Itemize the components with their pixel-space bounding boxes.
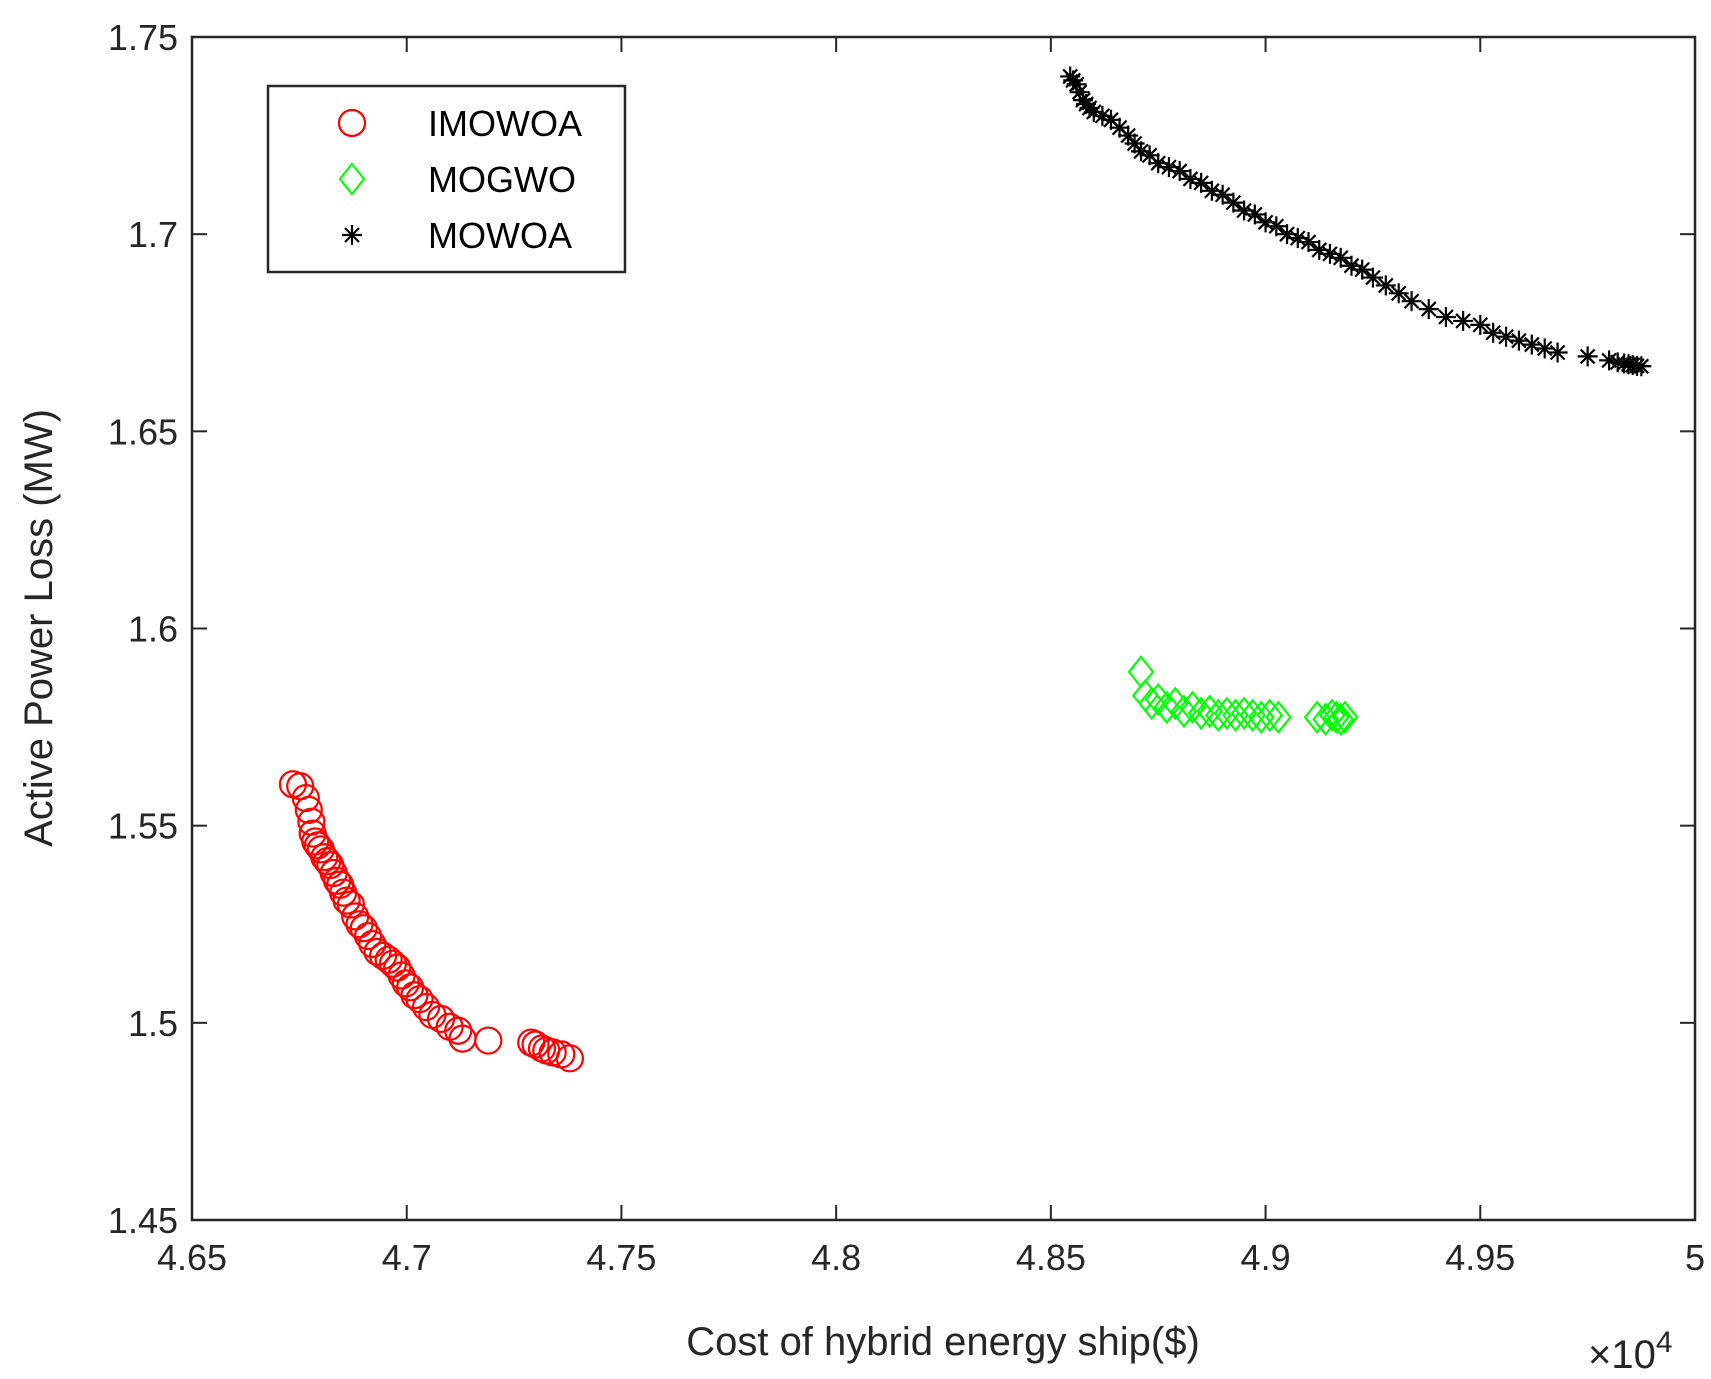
data-point bbox=[1256, 698, 1284, 733]
x-tick-label: 4.9 bbox=[1241, 1237, 1291, 1278]
data-point bbox=[332, 886, 361, 915]
y-tick-label: 1.6 bbox=[128, 609, 178, 650]
data-point bbox=[368, 941, 398, 970]
y-tick-label: 1.7 bbox=[128, 214, 178, 255]
x-exponent-label: ×104 bbox=[1588, 1326, 1673, 1377]
data-point bbox=[1508, 330, 1529, 351]
data-point bbox=[310, 843, 339, 872]
legend-box bbox=[266, 84, 627, 274]
legend-label: MOWOA bbox=[428, 215, 572, 256]
legend-entry-imowoa: IMOWOA bbox=[337, 103, 582, 144]
data-point bbox=[1418, 299, 1439, 320]
data-point bbox=[1187, 696, 1215, 731]
data-point bbox=[1547, 342, 1568, 363]
data-point bbox=[294, 795, 323, 824]
y-tick-label: 1.5 bbox=[128, 1003, 178, 1044]
legend-marker bbox=[342, 225, 362, 245]
data-point bbox=[1196, 694, 1224, 729]
data-point bbox=[1191, 172, 1212, 193]
data-point bbox=[1244, 204, 1265, 225]
data-point bbox=[1362, 267, 1383, 288]
x-axis-label: Cost of hybrid energy ship($) bbox=[686, 1320, 1200, 1364]
data-point bbox=[1388, 283, 1409, 304]
data-point bbox=[349, 914, 378, 943]
data-point bbox=[1534, 338, 1555, 359]
axis-tick-labels: 4.65 4.7 4.75 4.8 4.85 4.9 4.95 5 1.45 1.5 1.55 1.6… bbox=[108, 17, 1705, 1278]
x-tick-label: 4.85 bbox=[1016, 1237, 1086, 1278]
data-point bbox=[1435, 306, 1456, 327]
x-exponent-base: ×10 bbox=[1588, 1333, 1656, 1377]
x-tick-label: 4.95 bbox=[1445, 1237, 1515, 1278]
data-point bbox=[1169, 161, 1190, 182]
plot-frame bbox=[190, 35, 1697, 1222]
data-point bbox=[1327, 702, 1355, 736]
data-point bbox=[555, 1044, 584, 1073]
data-point bbox=[1453, 310, 1474, 331]
data-point bbox=[1470, 314, 1491, 335]
legend-entry-mowoa: MOWOA bbox=[342, 215, 572, 256]
data-point bbox=[1179, 690, 1206, 725]
x-tick-label: 4.8 bbox=[811, 1237, 861, 1278]
data-point bbox=[1352, 259, 1373, 280]
data-point bbox=[1298, 232, 1319, 253]
legend-entries: IMOWOA MOGWO MOWOA bbox=[337, 103, 582, 256]
y-tick-label: 1.65 bbox=[108, 411, 178, 452]
data-point bbox=[336, 890, 365, 919]
data-point bbox=[1303, 700, 1331, 734]
data-point bbox=[1331, 700, 1359, 734]
x-tick-label: 5 bbox=[1685, 1237, 1705, 1278]
y-tick-label: 1.55 bbox=[108, 806, 178, 847]
data-point bbox=[474, 1026, 503, 1055]
data-point bbox=[1066, 74, 1087, 95]
data-point bbox=[383, 953, 412, 982]
data-point bbox=[1631, 356, 1652, 377]
x-tick-label: 4.65 bbox=[157, 1237, 227, 1278]
y-tick-label: 1.45 bbox=[108, 1200, 178, 1241]
data-point bbox=[444, 1016, 473, 1045]
data-point bbox=[1483, 322, 1504, 343]
data-point bbox=[1170, 694, 1198, 729]
data-marks bbox=[278, 66, 1652, 1073]
data-point bbox=[1323, 700, 1350, 734]
data-point bbox=[1375, 275, 1396, 296]
data-point bbox=[1265, 700, 1292, 734]
legend-label: IMOWOA bbox=[428, 103, 582, 144]
legend-marker bbox=[337, 108, 367, 138]
data-point bbox=[1138, 686, 1166, 721]
legend: IMOWOA MOGWO MOWOA bbox=[266, 84, 627, 274]
data-point bbox=[1230, 696, 1258, 731]
data-point bbox=[1212, 184, 1233, 205]
data-point bbox=[1223, 192, 1244, 213]
series-mogwo bbox=[1127, 655, 1359, 736]
y-tick-label: 1.75 bbox=[108, 17, 178, 58]
data-point bbox=[1266, 216, 1287, 237]
data-point bbox=[1521, 334, 1542, 355]
data-point bbox=[1401, 291, 1422, 312]
x-exponent-power: 4 bbox=[1656, 1326, 1673, 1359]
legend-entry-mogwo: MOGWO bbox=[338, 159, 576, 200]
series-mowoa bbox=[1060, 66, 1652, 377]
y-axis-label: Active Power Loss (MW) bbox=[17, 409, 61, 847]
legend-label: MOGWO bbox=[428, 159, 576, 200]
data-point bbox=[1131, 141, 1152, 162]
legend-marker bbox=[338, 162, 366, 196]
data-point bbox=[1153, 690, 1181, 725]
series-imowoa bbox=[278, 770, 584, 1073]
data-point bbox=[1496, 326, 1517, 347]
x-tick-label: 4.7 bbox=[382, 1237, 432, 1278]
x-tick-label: 4.75 bbox=[586, 1237, 656, 1278]
data-point bbox=[1330, 247, 1351, 268]
data-point bbox=[353, 921, 383, 951]
data-point bbox=[1318, 698, 1346, 733]
data-point bbox=[1577, 346, 1598, 367]
